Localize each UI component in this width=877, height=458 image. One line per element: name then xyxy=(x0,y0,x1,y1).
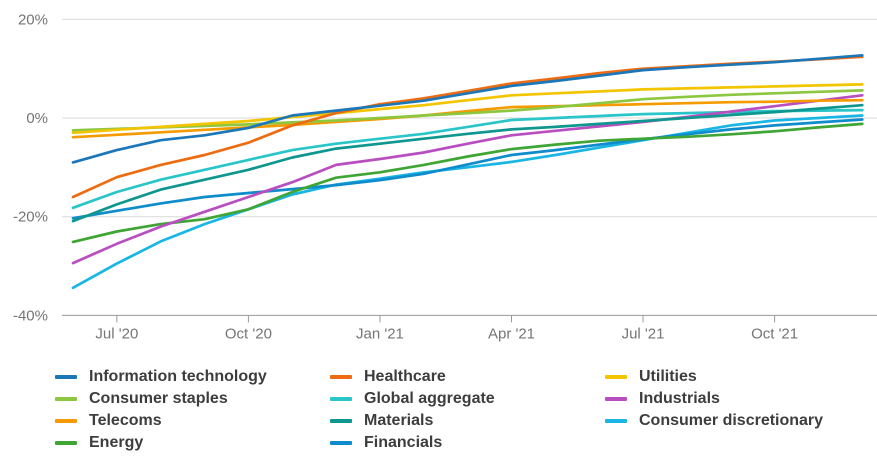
legend-item-materials[interactable]: Materials xyxy=(330,410,605,432)
y-tick-label: 20% xyxy=(18,11,48,28)
legend-item-financials[interactable]: Financials xyxy=(330,432,605,454)
series-line-financials[interactable] xyxy=(71,118,864,220)
series-line-energy[interactable] xyxy=(71,122,864,244)
legend-item-energy[interactable]: Energy xyxy=(55,432,330,454)
legend-label: Healthcare xyxy=(364,368,446,385)
legend-column-3: Utilities Industrials Consumer discretio… xyxy=(605,366,877,432)
y-tick-label: -20% xyxy=(13,209,48,226)
legend-item-healthcare[interactable]: Healthcare xyxy=(330,366,605,388)
consumer-staples-swatch-icon xyxy=(55,397,77,401)
legend-label: Financials xyxy=(364,434,443,451)
legend-label: Telecoms xyxy=(89,412,162,429)
healthcare-swatch-icon xyxy=(330,375,352,379)
utilities-swatch-icon xyxy=(605,375,627,379)
series-line-telecoms[interactable] xyxy=(71,98,864,139)
energy-swatch-icon xyxy=(55,441,77,445)
y-tick-label: 0% xyxy=(26,110,48,127)
legend-column-2: Healthcare Global aggregate Materials Fi… xyxy=(330,366,605,454)
legend-item-consumer-staples[interactable]: Consumer staples xyxy=(55,388,330,410)
x-tick-label: Apr '21 xyxy=(488,325,535,342)
legend-label: Materials xyxy=(364,412,434,429)
y-tick-label: -40% xyxy=(13,307,48,324)
x-tick-label: Jan '21 xyxy=(356,325,404,342)
legend-item-information-technology[interactable]: Information technology xyxy=(55,366,330,388)
x-tick-label: Jul '20 xyxy=(95,325,138,342)
legend-item-telecoms[interactable]: Telecoms xyxy=(55,410,330,432)
legend-item-utilities[interactable]: Utilities xyxy=(605,366,877,388)
chart-plot-area: 20% 0% -20% -40% Jul '20 Oct '20 Jan '21 Apr '2… xyxy=(13,11,877,342)
legend-item-consumer-discretionary[interactable]: Consumer discretionary xyxy=(605,410,877,432)
legend-item-global-aggregate[interactable]: Global aggregate xyxy=(330,388,605,410)
legend-label: Energy xyxy=(89,434,144,451)
financials-swatch-icon xyxy=(330,441,352,445)
series-line-utilities[interactable] xyxy=(71,83,864,135)
series-line-industrials[interactable] xyxy=(71,93,864,265)
x-tick-label: Oct '21 xyxy=(751,325,798,342)
chart-legend: Information technology Consumer staples … xyxy=(0,366,877,454)
legend-label: Information technology xyxy=(89,368,267,385)
global-aggregate-swatch-icon xyxy=(330,397,352,401)
series-line-consumer-staples[interactable] xyxy=(71,89,864,132)
legend-label: Consumer staples xyxy=(89,390,228,407)
x-tick-label: Oct '20 xyxy=(225,325,272,342)
industrials-swatch-icon xyxy=(605,397,627,401)
consumer-discretionary-swatch-icon xyxy=(605,419,627,423)
sector-performance-line-chart: 20% 0% -20% -40% Jul '20 Oct '20 Jan '21 Apr '2… xyxy=(13,11,877,342)
legend-item-industrials[interactable]: Industrials xyxy=(605,388,877,410)
series-line-information-technology[interactable] xyxy=(71,53,864,164)
materials-swatch-icon xyxy=(330,419,352,423)
x-tick-label: Jul '21 xyxy=(622,325,665,342)
telecoms-swatch-icon xyxy=(55,419,77,423)
series-line-consumer-discretionary[interactable] xyxy=(71,114,864,290)
series-line-materials[interactable] xyxy=(71,103,864,223)
legend-label: Global aggregate xyxy=(364,390,495,407)
legend-column-1: Information technology Consumer staples … xyxy=(55,366,330,454)
legend-label: Industrials xyxy=(639,390,720,407)
information-technology-swatch-icon xyxy=(55,375,77,379)
legend-label: Utilities xyxy=(639,368,697,385)
legend-label: Consumer discretionary xyxy=(639,412,824,429)
